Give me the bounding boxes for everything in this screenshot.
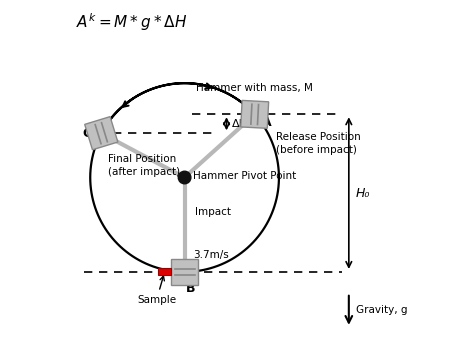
- Text: Hammer with mass, M: Hammer with mass, M: [196, 83, 313, 93]
- Text: B: B: [186, 282, 196, 295]
- Bar: [158, 268, 171, 275]
- Text: $A^k = M * g * \Delta H$: $A^k = M * g * \Delta H$: [76, 11, 188, 33]
- Polygon shape: [171, 258, 198, 285]
- Text: Final Position
(after impact): Final Position (after impact): [108, 154, 181, 178]
- Text: H₀: H₀: [356, 187, 370, 200]
- Text: C: C: [82, 127, 91, 140]
- Text: Gravity, g: Gravity, g: [356, 305, 407, 315]
- Polygon shape: [85, 117, 118, 150]
- Text: A: A: [263, 116, 272, 129]
- Text: Hammer Pivot Point: Hammer Pivot Point: [193, 171, 297, 181]
- Polygon shape: [241, 100, 269, 128]
- Text: Sample: Sample: [137, 276, 176, 305]
- Text: Release Position
(before impact): Release Position (before impact): [276, 132, 360, 155]
- Text: Impact: Impact: [195, 207, 231, 218]
- Circle shape: [178, 171, 191, 184]
- Text: 3.7m/s: 3.7m/s: [193, 250, 229, 260]
- Text: ΔH: ΔH: [232, 119, 248, 129]
